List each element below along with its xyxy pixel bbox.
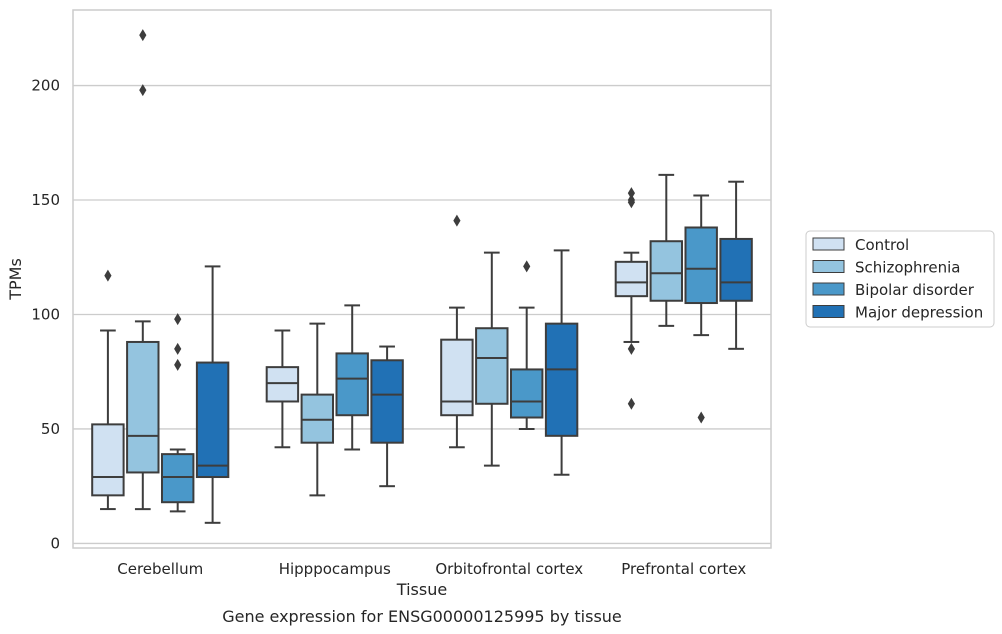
outlier-point: [174, 313, 182, 326]
plot-frame: [72, 9, 772, 549]
box-body: [440, 338, 474, 417]
box-control-2: [440, 214, 474, 449]
outlier-point: [104, 269, 112, 282]
legend-swatch: [812, 237, 845, 251]
y-tick-labels: 0 50 100 150 200: [31, 77, 60, 553]
box-schizophrenia-2: [475, 251, 509, 467]
outlier-point: [174, 358, 182, 371]
x-tick-label: Orbitofrontal cortex: [435, 560, 583, 578]
box-major-depression-0: [195, 265, 230, 524]
box-control-3: [614, 187, 649, 410]
box-bipolar-disorder-2: [509, 260, 544, 430]
legend: Control Schizophrenia Bipolar disorder Majo…: [805, 230, 995, 328]
box-body: [265, 366, 300, 403]
box-schizophrenia-3: [649, 173, 684, 327]
outlier-point: [627, 397, 635, 410]
x-tick-labels: Cerebellum Hipppocampus Orbitofrontal cort…: [117, 560, 746, 578]
box-control-1: [265, 329, 300, 449]
box-body: [719, 237, 753, 302]
x-axis-title: Tissue: [396, 580, 447, 599]
y-tick-label: 200: [31, 77, 60, 95]
legend-swatch: [812, 260, 845, 273]
box-series: [91, 29, 753, 524]
legend-label: Major depression: [855, 304, 983, 322]
box-body: [126, 340, 160, 474]
legend-label: Schizophrenia: [855, 259, 960, 277]
box-major-depression-2: [544, 249, 579, 476]
box-major-depression-3: [719, 180, 753, 350]
box-body: [160, 453, 195, 504]
box-bipolar-disorder-3: [684, 194, 718, 424]
outlier-point: [139, 29, 147, 42]
y-tick-label: 50: [41, 420, 60, 438]
y-tick-label: 0: [50, 534, 60, 552]
box-body: [684, 226, 718, 305]
outlier-point: [453, 214, 461, 227]
box-body: [649, 240, 684, 302]
y-tick-label: 100: [31, 305, 60, 323]
legend-frame: [805, 230, 995, 328]
box-body: [509, 368, 544, 419]
legend-label: Control: [855, 236, 909, 254]
outlier-point: [523, 260, 531, 273]
outlier-point: [139, 84, 147, 97]
box-bipolar-disorder-0: [160, 313, 195, 513]
outlier-point: [627, 196, 635, 209]
x-tick-label: Prefrontal cortex: [621, 560, 746, 578]
box-body: [475, 327, 509, 405]
box-major-depression-1: [370, 345, 404, 488]
box-body: [370, 359, 404, 444]
legend-swatch: [812, 305, 845, 318]
x-tick-label: Cerebellum: [117, 560, 203, 578]
legend-label: Bipolar disorder: [855, 281, 975, 299]
y-tick-label: 150: [31, 191, 60, 209]
box-body: [91, 423, 125, 497]
box-schizophrenia-1: [300, 322, 335, 497]
grid-lines: [73, 84, 771, 545]
box-bipolar-disorder-1: [335, 304, 369, 451]
box-body: [544, 322, 579, 437]
box-body: [195, 361, 230, 479]
box-schizophrenia-0: [126, 29, 160, 511]
outlier-point: [627, 342, 635, 355]
outlier-point: [697, 411, 705, 424]
y-axis-title: TPMs: [6, 258, 25, 301]
box-body: [335, 352, 369, 417]
box-body: [300, 393, 335, 444]
legend-swatch: [812, 282, 845, 296]
outlier-point: [627, 187, 635, 200]
outlier-point: [174, 342, 182, 355]
box-control-0: [91, 269, 125, 511]
x-tick-label: Hipppocampus: [279, 560, 391, 578]
chart-title: Gene expression for ENSG00000125995 by t…: [222, 607, 622, 626]
box-body: [614, 260, 649, 298]
